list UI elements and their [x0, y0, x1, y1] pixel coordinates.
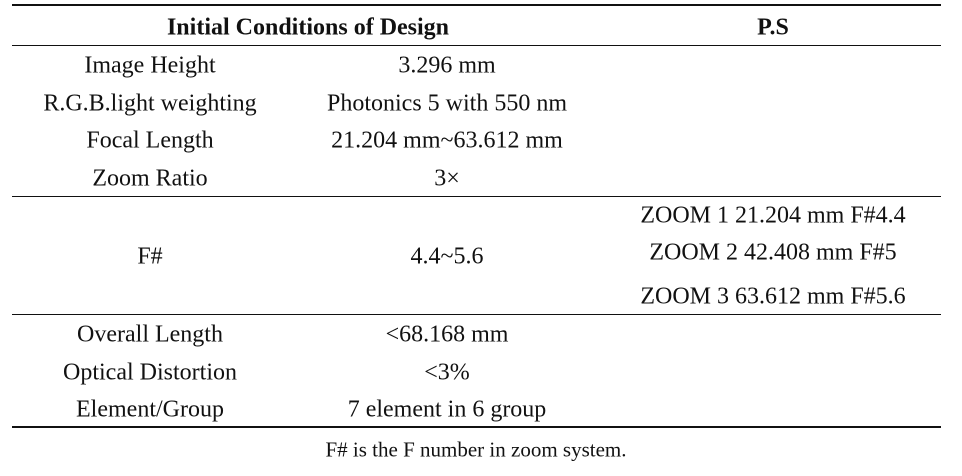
row-value: 21.204 mm~63.612 mm [331, 127, 563, 154]
row-value: 3× [434, 165, 460, 191]
row-value: <3% [424, 359, 470, 385]
row-note: ZOOM 1 21.204 mm F#4.4 [640, 202, 906, 229]
header-cell: P.S [757, 14, 789, 41]
top-rule [12, 4, 941, 6]
row-label: F# [137, 243, 163, 270]
row-note: ZOOM 2 42.408 mm F#5 [649, 239, 897, 266]
row-label: Image Height [84, 52, 216, 79]
row-label: R.G.B.light weighting [43, 90, 257, 116]
row-value: 7 element in 6 group [347, 396, 547, 423]
row-value: Photonics 5 with 550 nm [326, 90, 568, 116]
row-value: 3.296 mm [398, 52, 496, 79]
section-rule [12, 314, 941, 315]
header-cell: Initial Conditions of Design [166, 14, 450, 41]
row-note: ZOOM 3 63.612 mm F#5.6 [640, 283, 906, 310]
row-value: <68.168 mm [385, 321, 509, 348]
row-label: Overall Length [77, 321, 223, 348]
row-label: Element/Group [76, 396, 224, 423]
header-rule [12, 45, 941, 46]
section-rule [12, 196, 941, 197]
row-value: 4.4~5.6 [410, 243, 484, 270]
row-label: Optical Distortion [63, 359, 237, 385]
row-label: Zoom Ratio [92, 165, 208, 191]
row-label: Focal Length [86, 127, 214, 154]
bottom-rule [12, 426, 941, 428]
footnote: F# is the F number in zoom system. [325, 437, 627, 462]
